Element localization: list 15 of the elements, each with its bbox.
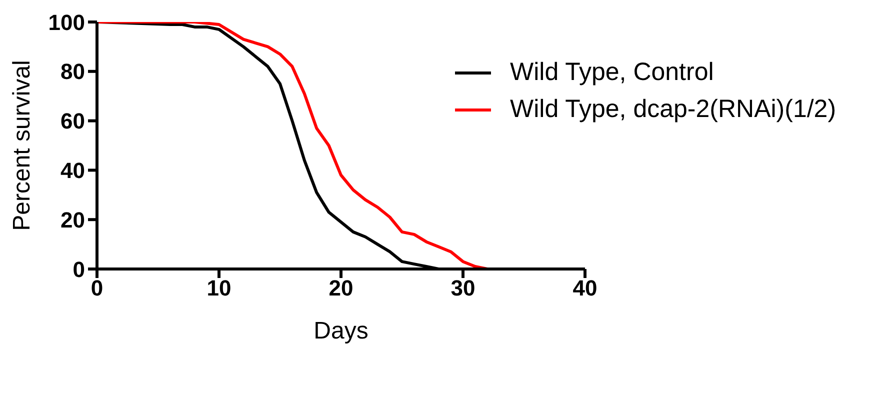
legend-label: Wild Type, dcap-2(RNAi)(1/2) xyxy=(510,94,836,125)
y-tick-label: 40 xyxy=(60,158,85,184)
y-tick-label: 100 xyxy=(48,10,85,35)
y-tick-label: 20 xyxy=(60,207,85,232)
x-tick-label: 30 xyxy=(450,276,476,301)
x-tick-label: 20 xyxy=(328,276,354,301)
y-tick-label: 60 xyxy=(60,108,85,134)
legend-label: Wild Type, Control xyxy=(510,57,714,88)
y-tick-label: 80 xyxy=(60,59,85,84)
x-tick-label: 0 xyxy=(90,276,104,301)
x-tick-label: 10 xyxy=(206,276,232,301)
x-tick-label: 40 xyxy=(572,276,598,301)
y-axis-title: Percent survival xyxy=(8,60,36,231)
x-axis-title: Days xyxy=(314,318,368,344)
y-tick-label: 0 xyxy=(72,256,85,282)
